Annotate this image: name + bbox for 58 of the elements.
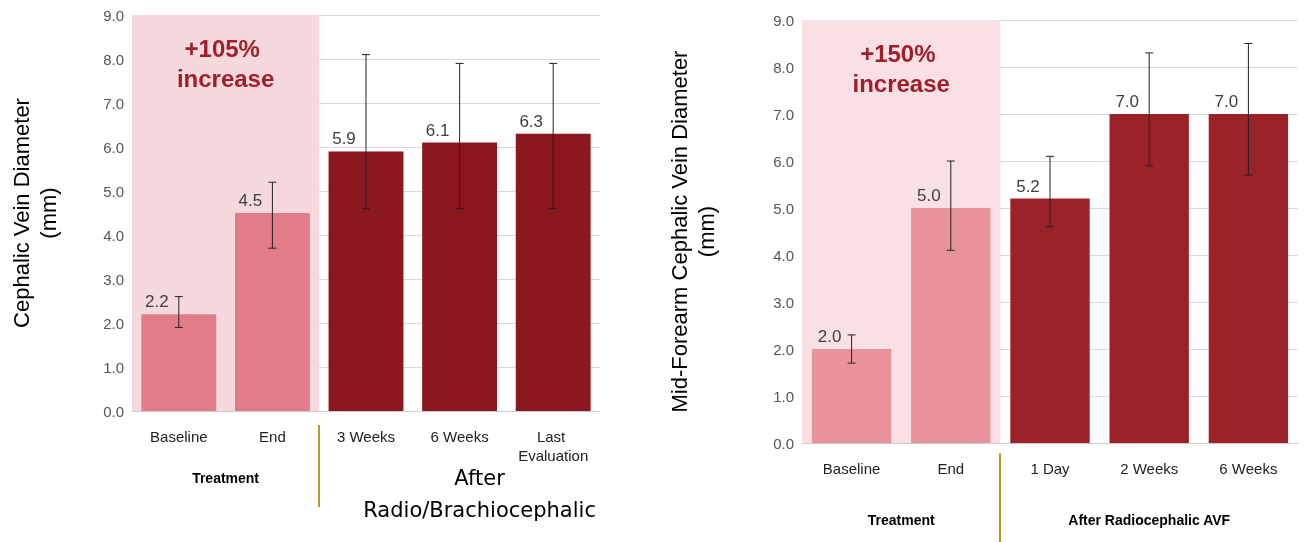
y-tick-label: 1.0 <box>773 387 794 405</box>
data-label: 2.0 <box>817 327 842 346</box>
y-tick-label: 6.0 <box>103 138 124 156</box>
y-tick-label: 3.0 <box>103 270 124 288</box>
y-tick-label: 7.0 <box>773 105 794 123</box>
data-label: 5.9 <box>332 129 356 149</box>
bar <box>1109 114 1189 443</box>
text: Treatment <box>866 511 936 528</box>
data-label: 5.0 <box>916 186 941 205</box>
bar <box>422 142 498 411</box>
y-tick-label: 9.0 <box>103 6 124 24</box>
y-tick-label: 4.0 <box>103 226 124 244</box>
y-tick-label: 4.0 <box>773 246 794 264</box>
text: After Radio/Brachiocephalic <box>363 466 596 522</box>
x-tick-label: 3 Weeks <box>336 428 396 445</box>
y-tick-label: 5.0 <box>773 199 794 217</box>
y-tick-label: 2.0 <box>773 340 794 358</box>
x-tick-label: 6 Weeks <box>430 428 489 445</box>
band-label: +105% increase <box>176 34 275 92</box>
y-tick-label: 9.0 <box>773 11 794 29</box>
data-label: 2.2 <box>144 292 169 312</box>
band-label: +150% increase <box>852 39 950 97</box>
y-tick-label: 8.0 <box>103 50 124 68</box>
y-tick-label: 3.0 <box>773 293 794 311</box>
x-tick-label: 1 Day <box>1030 460 1071 477</box>
y-axis-title: Mid-Forearm Cephalic Vein Diameter (mm) <box>667 50 719 413</box>
bar <box>811 349 892 443</box>
data-label: 5.2 <box>1016 176 1040 196</box>
y-tick-label: 8.0 <box>773 58 794 76</box>
y-tick-label: 0.0 <box>773 434 794 452</box>
x-tick-label: 6 Weeks <box>1219 460 1278 477</box>
data-label: 7.0 <box>1115 92 1140 111</box>
data-label: 7.0 <box>1214 92 1239 111</box>
data-label: 6.1 <box>425 120 450 140</box>
bar <box>1208 114 1289 443</box>
text: Treatment <box>191 469 261 486</box>
x-tick-label: Baseline <box>150 428 208 445</box>
y-tick-label: 5.0 <box>103 182 124 200</box>
y-axis-title: Cephalic Vein Diameter (mm) <box>9 98 61 328</box>
bar <box>515 133 591 411</box>
bar <box>1010 198 1090 443</box>
bar <box>911 208 991 443</box>
text: After Radiocephalic AVF <box>1067 511 1232 528</box>
x-tick-label: End <box>259 428 286 445</box>
data-label: 4.5 <box>238 191 263 210</box>
y-tick-label: 1.0 <box>103 358 124 376</box>
data-label: 6.3 <box>519 111 544 131</box>
y-tick-label: 0.0 <box>103 402 124 420</box>
x-tick-label: Baseline <box>822 460 881 477</box>
x-tick-label: 2 Weeks <box>1120 460 1179 477</box>
bar <box>328 151 404 411</box>
bar <box>141 314 217 411</box>
y-tick-label: 2.0 <box>103 314 124 332</box>
y-tick-label: 7.0 <box>103 94 124 112</box>
bar <box>234 213 310 411</box>
x-tick-label: End <box>937 460 965 477</box>
x-tick-label: Last Evaluation <box>518 428 589 464</box>
y-tick-label: 6.0 <box>773 152 794 170</box>
